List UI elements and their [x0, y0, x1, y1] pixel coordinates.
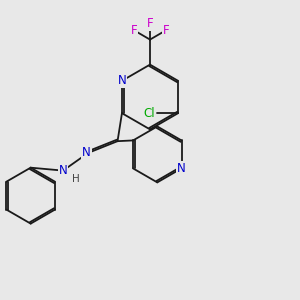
Text: Cl: Cl — [143, 107, 155, 120]
Text: H: H — [72, 174, 80, 184]
Text: N: N — [177, 162, 186, 175]
Text: F: F — [130, 24, 137, 37]
Text: F: F — [147, 17, 153, 30]
Text: F: F — [163, 24, 169, 37]
Text: N: N — [118, 74, 126, 87]
Text: N: N — [82, 146, 91, 159]
Text: N: N — [59, 164, 68, 177]
